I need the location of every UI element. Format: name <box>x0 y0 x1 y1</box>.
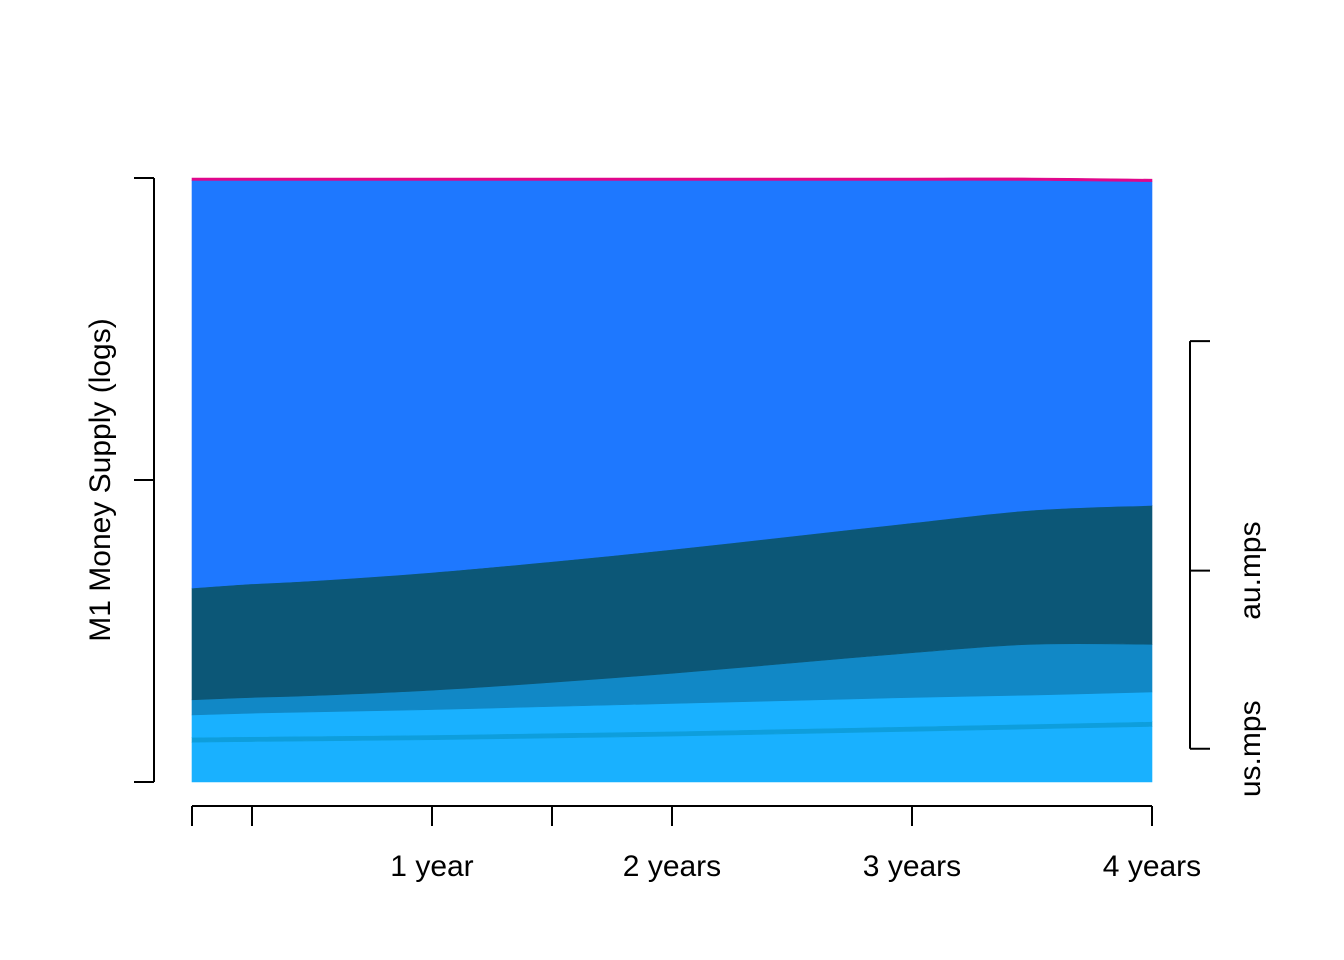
right-y-axis: us.mps au.mps <box>1189 340 1267 797</box>
x-tick-label: 4 years <box>1103 850 1201 883</box>
right-tick-label: au.mps <box>1234 521 1267 619</box>
x-tick-label: 1 year <box>390 850 473 883</box>
x-tick-label: 2 years <box>623 850 721 883</box>
x-axis: 1 year 2 years 3 years 4 years <box>191 805 1201 883</box>
left-y-axis <box>134 177 155 783</box>
x-tick-label: 3 years <box>863 850 961 883</box>
area-layer-7 <box>191 177 1153 182</box>
stacked-area-layers <box>191 177 1153 783</box>
y-axis-label: M1 Money Supply (logs) <box>84 318 117 641</box>
right-tick-label: us.mps <box>1234 700 1267 797</box>
